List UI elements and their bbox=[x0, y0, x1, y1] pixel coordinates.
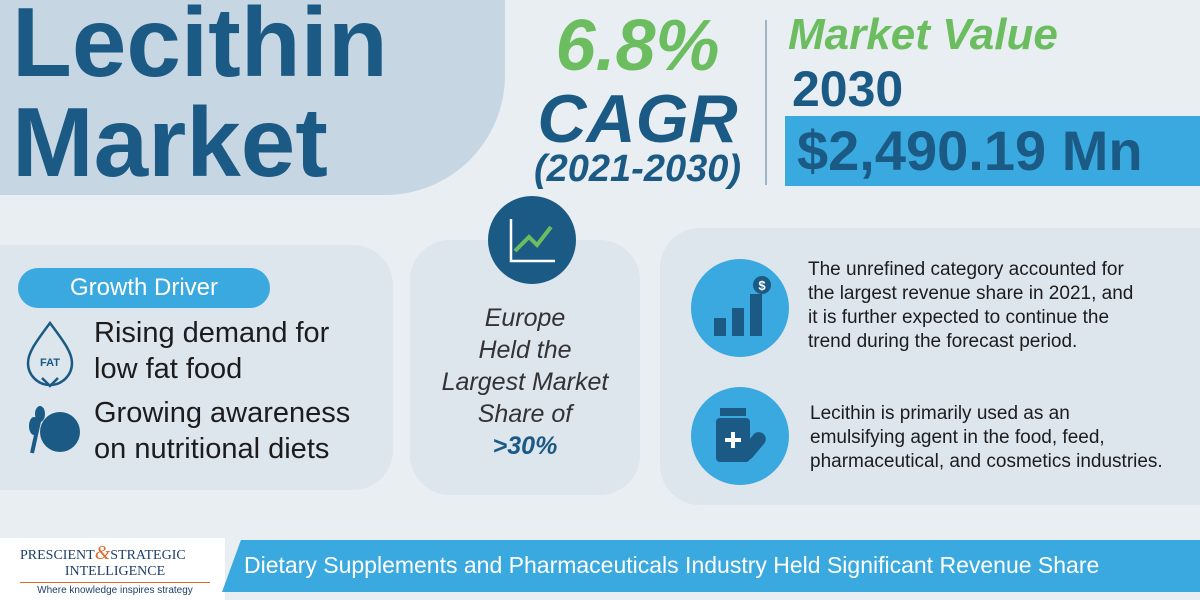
fact: The unrefined category accounted for the… bbox=[808, 258, 1133, 354]
medicine-icon bbox=[691, 387, 789, 485]
fact-line: pharmaceutical, and cosmetics industries… bbox=[810, 451, 1163, 472]
fact-line: trend during the forecast period. bbox=[808, 331, 1078, 352]
fact-line: The unrefined category accounted for bbox=[808, 259, 1124, 280]
fact-line: emulsifying agent in the food, feed, bbox=[810, 427, 1105, 448]
dollar-label: $ bbox=[758, 278, 766, 293]
market-amount: $2,490.19 Mn bbox=[797, 119, 1143, 182]
amount-box bbox=[785, 116, 1200, 186]
cagr-value: 6.8% bbox=[555, 6, 720, 86]
region-line: Share of bbox=[477, 400, 573, 428]
cagr-label: CAGR bbox=[537, 81, 738, 157]
title-panel bbox=[0, 0, 505, 195]
banner-text: Dietary Supplements and Pharmaceuticals … bbox=[244, 552, 1100, 578]
chart-icon bbox=[488, 196, 576, 284]
fat-label: FAT bbox=[40, 357, 60, 369]
market-heading: Market Value bbox=[788, 10, 1058, 59]
title-line: Market bbox=[12, 87, 328, 197]
region-share: >30% bbox=[492, 432, 558, 460]
title-line: Lecithin bbox=[12, 0, 388, 97]
logo-top: PRESCIENT&STRATEGIC bbox=[20, 542, 186, 565]
food-icon bbox=[29, 406, 80, 454]
divider bbox=[765, 20, 767, 185]
logo-box bbox=[0, 538, 225, 600]
driver-item: Growing awareness bbox=[94, 397, 351, 429]
driver-pill bbox=[18, 268, 270, 308]
region-line: Held the bbox=[478, 336, 572, 364]
logo-tagline: Where knowledge inspires strategy bbox=[37, 585, 193, 596]
fact-line: the largest revenue share in 2021, and bbox=[808, 283, 1134, 304]
fact: Lecithin is primarily used as an emulsif… bbox=[810, 402, 1163, 474]
region-text: Europe Held the Largest Market Share of … bbox=[410, 302, 640, 462]
fat-icon: FAT bbox=[26, 320, 74, 388]
cagr-period: (2021-2030) bbox=[533, 148, 742, 190]
driver-title: Growth Driver bbox=[69, 274, 219, 301]
driver-item: low fat food bbox=[94, 353, 243, 385]
driver-item: on nutritional diets bbox=[94, 433, 330, 465]
logo-word: STRATEGIC bbox=[110, 548, 186, 563]
logo-amp: & bbox=[94, 542, 111, 564]
region-line: Europe bbox=[484, 304, 566, 332]
region-line: Largest Market bbox=[441, 368, 609, 396]
logo-rule bbox=[20, 582, 210, 583]
logo-bottom: INTELLIGENCE bbox=[64, 564, 166, 579]
driver-item: Rising demand for bbox=[94, 317, 330, 349]
market-year: 2030 bbox=[792, 61, 904, 117]
logo-word: PRESCIENT bbox=[20, 548, 95, 563]
fact-line: Lecithin is primarily used as an bbox=[810, 403, 1070, 424]
fact-line: it is further expected to continue the bbox=[808, 307, 1110, 328]
revenue-icon: $ bbox=[691, 259, 789, 357]
